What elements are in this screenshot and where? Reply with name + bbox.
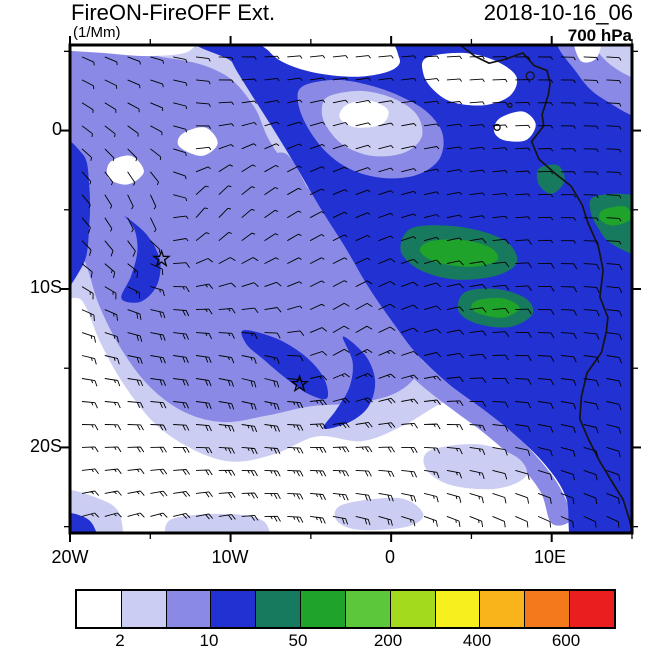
colorbar-box <box>479 591 525 627</box>
x-axis-tick-label-10w: 10W <box>211 547 249 567</box>
plot-pressure-level: 700 hPa <box>567 26 632 45</box>
colorbar-tick-label: 2 <box>115 631 125 650</box>
colorbar-tick-label: 10 <box>199 631 219 650</box>
island-outline <box>525 71 535 81</box>
axis-minor-ticks <box>64 39 638 539</box>
contour-fill-layer <box>70 45 632 533</box>
y-axis-tick-label-0: 0 <box>51 119 62 139</box>
colorbar-box <box>524 591 570 627</box>
axis-major-ticks <box>61 36 641 542</box>
cyclone-star-marker <box>152 248 171 268</box>
colorbar-box <box>255 591 301 627</box>
y-axis-tick-label-20s: 20S <box>29 436 62 456</box>
colorbar-box <box>434 591 480 627</box>
plot-units-label: (1/Mm) <box>73 24 121 41</box>
cyclone-star-marker <box>290 374 310 393</box>
x-axis-tick-label-0: 0 <box>384 547 395 567</box>
plot-title: FireON-FireOFF Ext. <box>71 0 276 25</box>
map-layers <box>70 45 632 533</box>
colorbar-box <box>300 591 345 627</box>
coastline-path <box>459 45 632 533</box>
colorbar <box>75 589 616 629</box>
colorbar-box <box>344 591 390 627</box>
colorbar-tick-label: 50 <box>288 631 308 650</box>
map-frame <box>68 43 634 535</box>
colorbar-tick-label: 200 <box>373 631 403 650</box>
colorbar-box <box>77 591 121 627</box>
colorbar-box <box>210 591 256 627</box>
colorbar-box <box>120 591 166 627</box>
plot-datetime: 2018-10-16_06 <box>483 0 633 25</box>
colorbar-box <box>389 591 435 627</box>
wind-barbs-layer <box>81 55 623 528</box>
colorbar-box <box>165 591 211 627</box>
colorbar-box <box>569 591 614 627</box>
x-axis-tick-label-10e: 10E <box>533 547 567 567</box>
y-axis-tick-label-10s: 10S <box>29 277 62 297</box>
x-axis-tick-label-20w: 20W <box>51 547 89 567</box>
island-outline <box>507 102 513 108</box>
island-outline <box>493 123 501 132</box>
colorbar-tick-label: 400 <box>462 631 492 650</box>
colorbar-tick-label: 600 <box>551 631 581 650</box>
